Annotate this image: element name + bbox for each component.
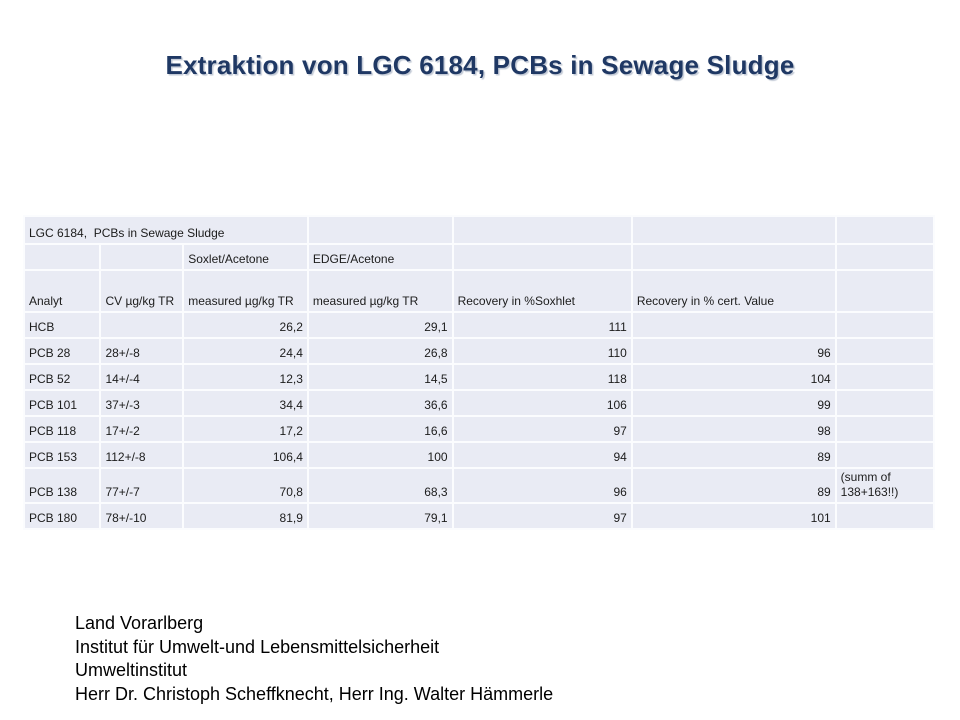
table-cell: 79,1 (306, 502, 454, 530)
table-cell (834, 502, 936, 530)
table-cell: 26,8 (306, 337, 454, 365)
table-row: PCB 138 77+/-7 70,8 68,3 96 89 (summ of 138+16… (22, 467, 936, 504)
table-cell: 101 (630, 502, 837, 530)
table-cell (630, 311, 837, 339)
table-cell (834, 363, 936, 391)
footer-line: Institut für Umwelt-und Lebensmittelsich… (75, 636, 440, 657)
table-cell (451, 243, 633, 271)
table-row: PCB 118 17+/-2 17,2 16,6 97 98 (22, 415, 936, 443)
table-cell: 34,4 (182, 389, 309, 417)
table-cell: 97 (451, 502, 633, 530)
table-cell (834, 215, 936, 245)
table-cell: 81,9 (182, 502, 309, 530)
table-cell: 110 (451, 337, 633, 365)
table-cell: measured µg/kg TR (306, 269, 454, 313)
table-cell: 96 (630, 337, 837, 365)
table-cell: PCB 28 (22, 337, 102, 365)
table-cell (451, 215, 633, 245)
table-row: PCB 28 28+/-8 24,4 26,8 110 96 (22, 337, 936, 365)
table-cell: 106 (451, 389, 633, 417)
table-cell: 16,6 (306, 415, 454, 443)
table-cell: 28+/-8 (99, 337, 185, 365)
table-row: PCB 101 37+/-3 34,4 36,6 106 99 (22, 389, 936, 417)
footer-line: Umweltinstitut (75, 660, 188, 680)
results-table: LGC 6184, PCBs in Sewage Sludge Soxlet/Ac… (22, 215, 936, 530)
table-row: Soxlet/Acetone EDGE/Acetone (22, 243, 936, 271)
table-cell: 24,4 (182, 337, 309, 365)
table-cell: (summ of 138+163!!) (834, 467, 936, 504)
table-cell: 89 (630, 467, 837, 504)
table-cell: 29,1 (306, 311, 454, 339)
table-cell: PCB 153 (22, 441, 102, 469)
table-cell: Analyt (22, 269, 102, 313)
table-cell: 111 (451, 311, 633, 339)
table-cell: 77+/-7 (99, 467, 185, 504)
table-cell: Recovery in % cert. Value (630, 269, 837, 313)
table-cell (834, 311, 936, 339)
table-row: PCB 52 14+/-4 12,3 14,5 118 104 (22, 363, 936, 391)
table-cell: PCB 118 (22, 415, 102, 443)
table-cell: 100 (306, 441, 454, 469)
table-cell: 98 (630, 415, 837, 443)
table-cell (630, 243, 837, 271)
table-cell: CV µg/kg TR (99, 269, 185, 313)
table-cell: 17,2 (182, 415, 309, 443)
table-row: PCB 153 112+/-8 106,4 100 94 89 (22, 441, 936, 469)
table-row: LGC 6184, PCBs in Sewage Sludge (23, 215, 936, 245)
table-cell (834, 269, 936, 313)
footer-line: Herr Dr. Christoph Scheffknecht, Herr In… (75, 683, 554, 704)
table-cell (834, 415, 936, 443)
table-cell (834, 389, 936, 417)
table-cell: measured µg/kg TR (182, 269, 309, 313)
table-cell (834, 337, 936, 365)
table-row: PCB 180 78+/-10 81,9 79,1 97 101 (22, 502, 936, 530)
footer-line: Land Vorarlberg (75, 613, 204, 633)
table-cell: 94 (451, 441, 633, 469)
table-cell: 12,3 (182, 363, 309, 391)
table-cell (834, 441, 936, 469)
table-cell: LGC 6184, PCBs in Sewage Sludge (23, 215, 309, 245)
table-cell (22, 243, 102, 271)
table-cell: Recovery in %Soxhlet (451, 269, 633, 313)
table-cell: 106,4 (182, 441, 309, 469)
table-cell (834, 243, 936, 271)
footer-block: Land Vorarlberg Institut für Umwelt-und … (75, 612, 553, 706)
table-cell: EDGE/Acetone (306, 243, 454, 271)
table-cell: PCB 101 (22, 389, 102, 417)
table-cell: 17+/-2 (99, 415, 185, 443)
table-cell (306, 215, 454, 245)
table-cell: HCB (22, 311, 102, 339)
table-cell: PCB 180 (22, 502, 102, 530)
table-cell: 70,8 (182, 467, 309, 504)
results-table-body: LGC 6184, PCBs in Sewage Sludge Soxlet/Ac… (22, 215, 936, 530)
table-cell: 99 (630, 389, 837, 417)
table-cell: 78+/-10 (99, 502, 185, 530)
table-cell (99, 311, 185, 339)
table-cell: PCB 52 (22, 363, 102, 391)
table-cell: PCB 138 (22, 467, 102, 504)
table-cell: 68,3 (306, 467, 454, 504)
table-cell: 89 (630, 441, 837, 469)
table-cell: 14,5 (306, 363, 454, 391)
table-cell: 104 (630, 363, 837, 391)
table-cell: 26,2 (182, 311, 309, 339)
table-cell: 96 (451, 467, 633, 504)
table-cell: 36,6 (306, 389, 454, 417)
table-cell: 112+/-8 (99, 441, 185, 469)
table-cell: Soxlet/Acetone (182, 243, 309, 271)
table-cell (99, 243, 185, 271)
table-cell: 14+/-4 (99, 363, 185, 391)
table-row: HCB 26,2 29,1 111 (22, 311, 936, 339)
table-cell: 37+/-3 (99, 389, 185, 417)
table-cell: 97 (451, 415, 633, 443)
table-row: Analyt CV µg/kg TR measured µg/kg TR measur… (22, 269, 936, 313)
table-cell: 118 (451, 363, 633, 391)
slide-title: Extraktion von LGC 6184, PCBs in Sewage … (165, 50, 795, 80)
table-cell (630, 215, 837, 245)
